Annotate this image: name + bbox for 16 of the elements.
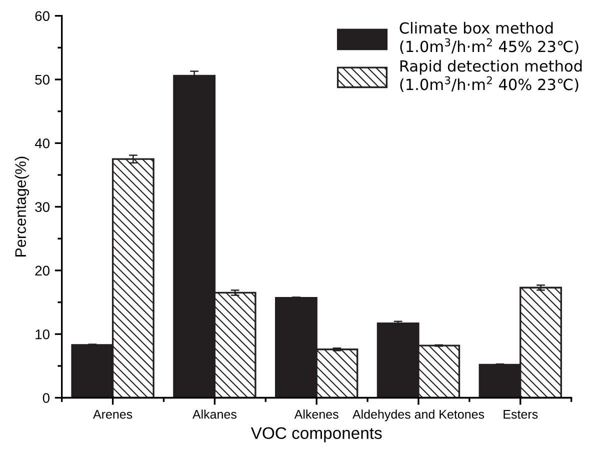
legend-label: Climate box method (1.0m$^{3}$/h·m$^{2}$ 45% 23℃) — [400, 22, 578, 54]
y-tick-label: 40 — [34, 138, 50, 148]
y-tick-label: 20 — [35, 266, 50, 276]
x-tick-label: Arenes — [93, 410, 132, 419]
y-tick-label: 0 — [42, 393, 50, 403]
x-axis-title: VOC components — [250, 427, 382, 442]
x-tick-label: Alkanes — [192, 410, 236, 419]
y-tick-label: 50 — [35, 74, 50, 85]
y-axis-title: Percentage(%) — [14, 156, 30, 256]
x-tick-label: Alkenes — [294, 410, 338, 419]
x-tick-label: Aldehydes and Ketones — [352, 410, 484, 422]
legend-label: Rapid detection method (1.0m$^{3}$/h·m$^{2}$ 40% 23℃) — [400, 60, 582, 92]
x-tick-label: Esters — [504, 410, 538, 419]
y-tick-label: 10 — [36, 329, 50, 340]
y-tick-label: 30 — [35, 202, 50, 212]
y-tick-label: 60 — [35, 11, 50, 21]
